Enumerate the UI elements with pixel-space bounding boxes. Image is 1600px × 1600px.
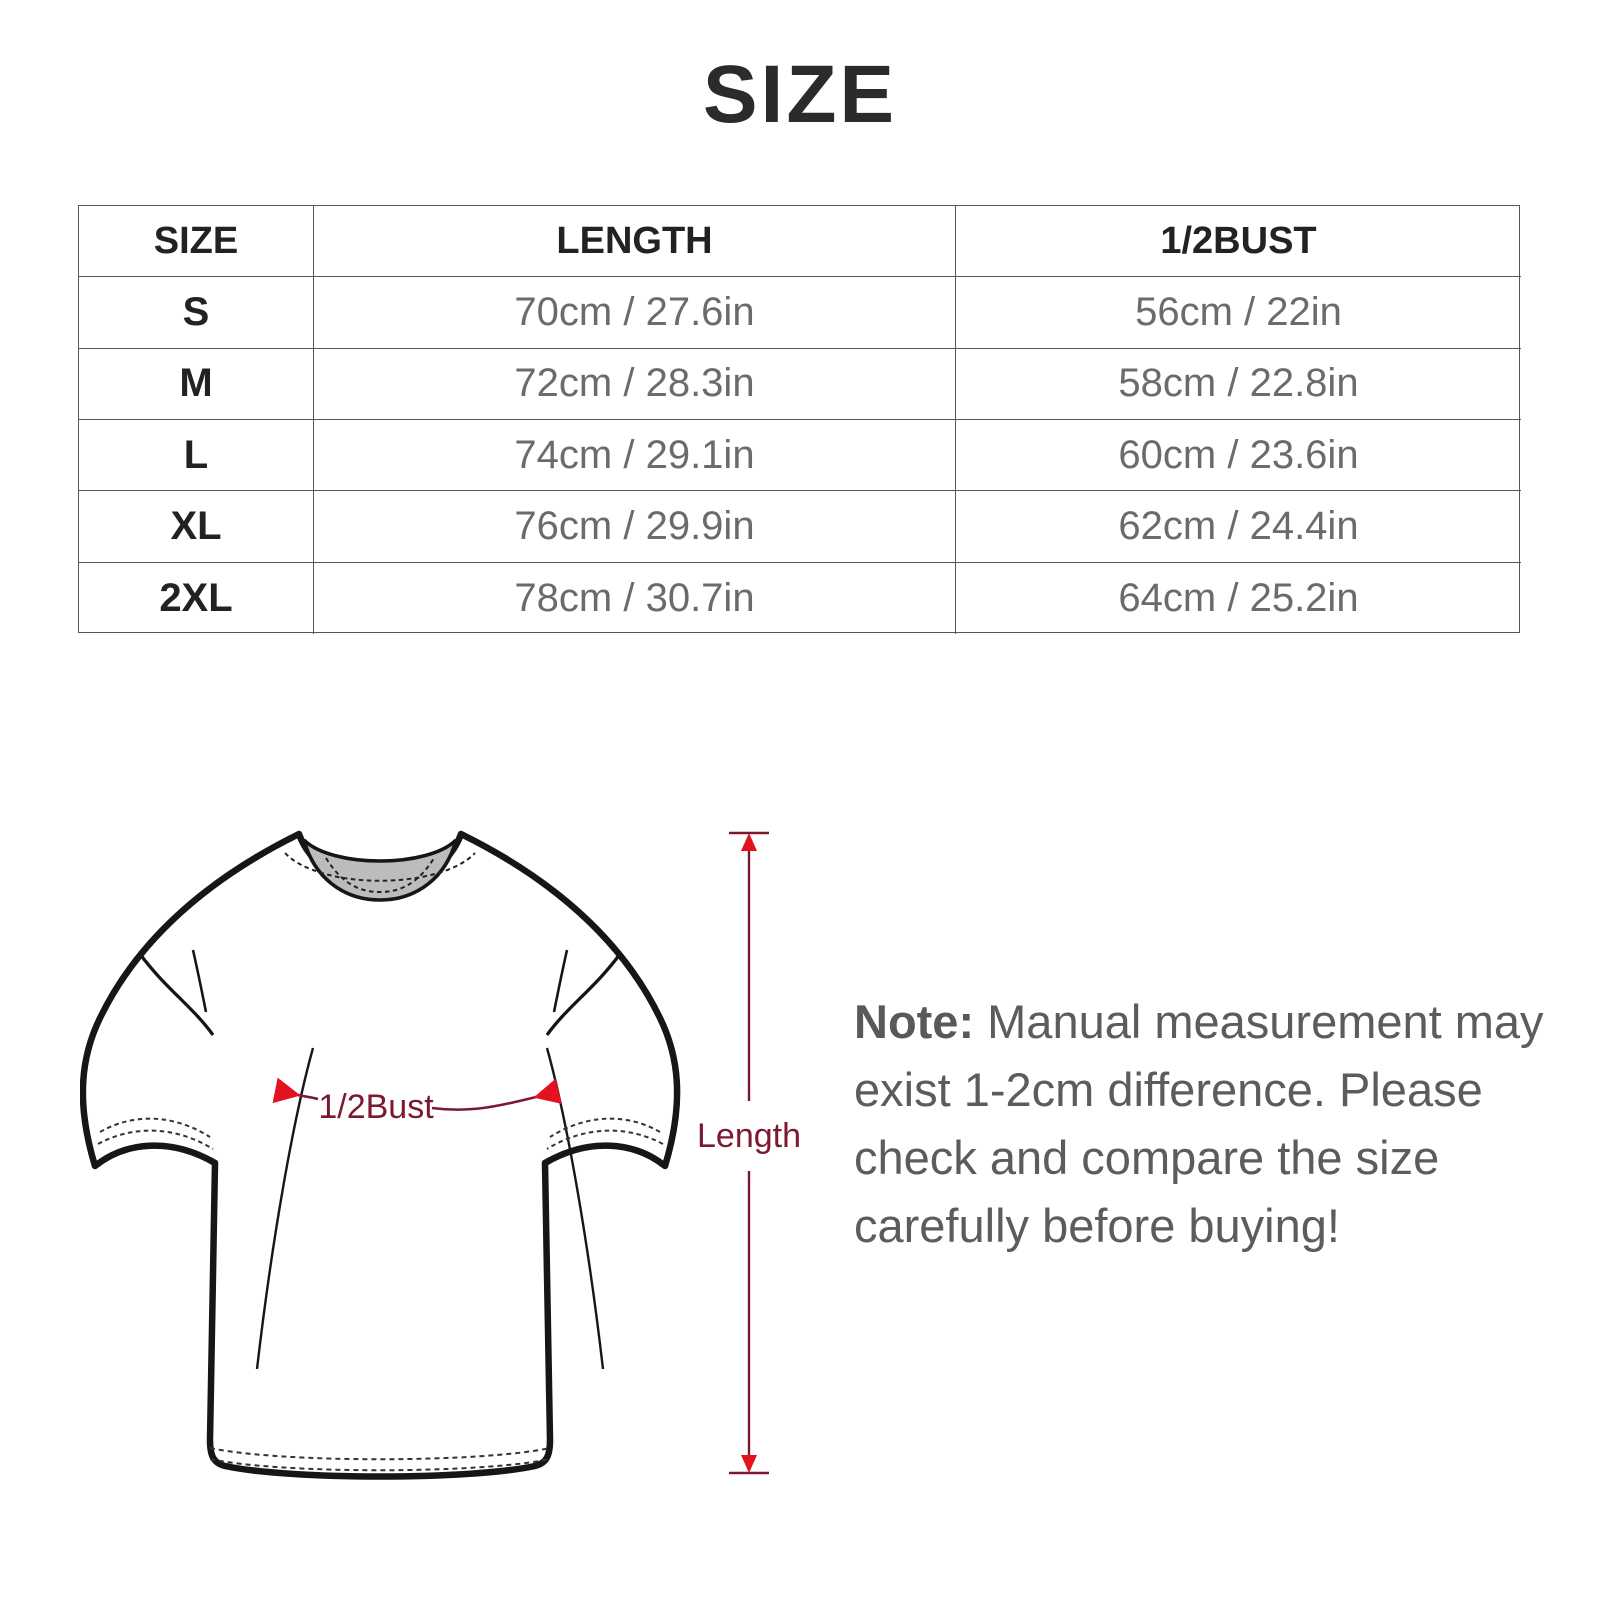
svg-text:1/2Bust: 1/2Bust — [318, 1088, 434, 1126]
svg-text:Length: Length — [697, 1117, 801, 1155]
